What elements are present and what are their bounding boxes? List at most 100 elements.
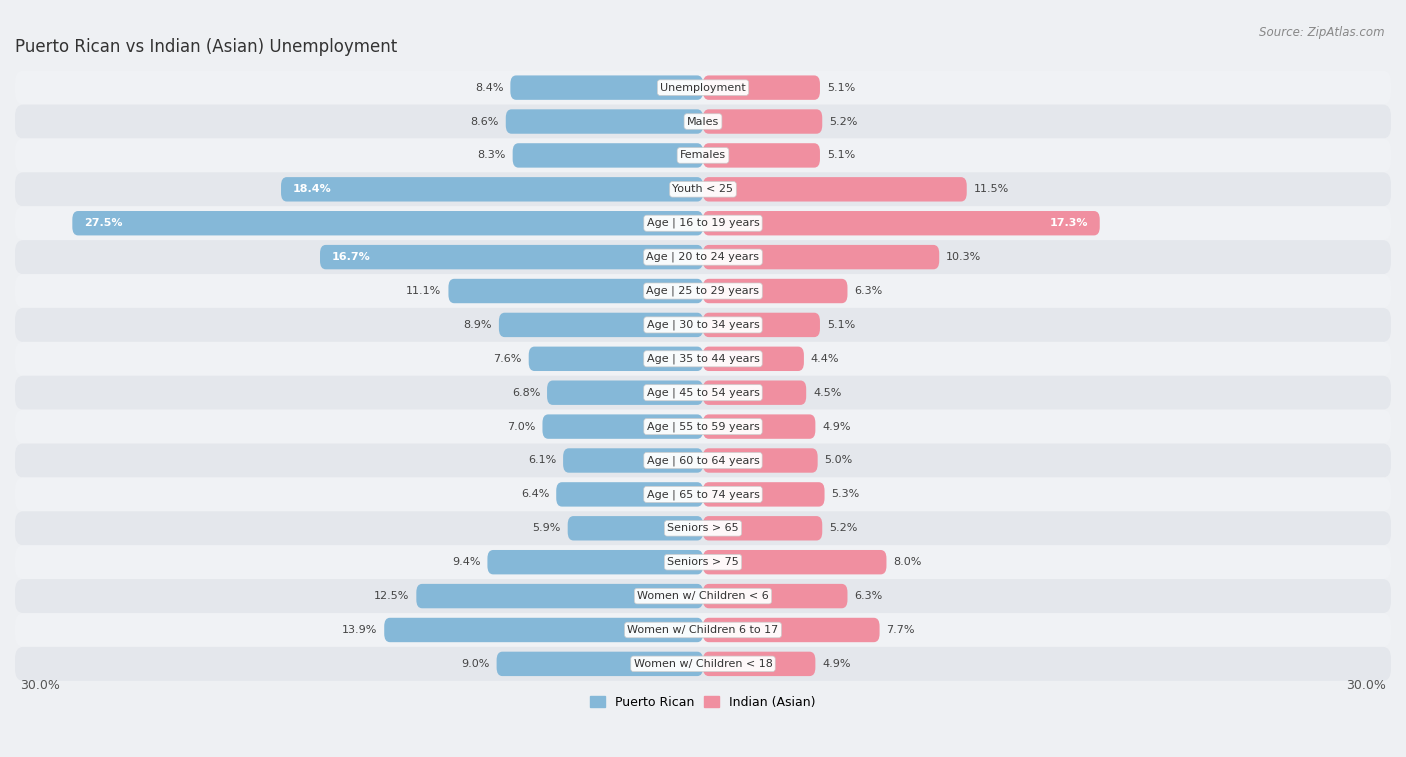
Text: Age | 60 to 64 years: Age | 60 to 64 years [647, 455, 759, 466]
FancyBboxPatch shape [15, 240, 1391, 274]
Text: 11.1%: 11.1% [406, 286, 441, 296]
Text: 5.3%: 5.3% [831, 489, 859, 500]
FancyBboxPatch shape [529, 347, 703, 371]
FancyBboxPatch shape [564, 448, 703, 472]
FancyBboxPatch shape [703, 618, 880, 642]
Text: Age | 16 to 19 years: Age | 16 to 19 years [647, 218, 759, 229]
FancyBboxPatch shape [557, 482, 703, 506]
FancyBboxPatch shape [15, 647, 1391, 681]
FancyBboxPatch shape [15, 545, 1391, 579]
FancyBboxPatch shape [703, 143, 820, 167]
FancyBboxPatch shape [15, 173, 1391, 206]
Legend: Puerto Rican, Indian (Asian): Puerto Rican, Indian (Asian) [585, 691, 821, 714]
Text: 5.2%: 5.2% [830, 523, 858, 533]
FancyBboxPatch shape [15, 375, 1391, 410]
FancyBboxPatch shape [281, 177, 703, 201]
Text: Seniors > 65: Seniors > 65 [668, 523, 738, 533]
Text: Youth < 25: Youth < 25 [672, 184, 734, 195]
FancyBboxPatch shape [703, 652, 815, 676]
Text: 5.2%: 5.2% [830, 117, 858, 126]
Text: Source: ZipAtlas.com: Source: ZipAtlas.com [1260, 26, 1385, 39]
Text: 8.3%: 8.3% [478, 151, 506, 160]
Text: 12.5%: 12.5% [374, 591, 409, 601]
Text: Age | 45 to 54 years: Age | 45 to 54 years [647, 388, 759, 398]
Text: 7.7%: 7.7% [886, 625, 915, 635]
Text: 18.4%: 18.4% [292, 184, 332, 195]
Text: Puerto Rican vs Indian (Asian) Unemployment: Puerto Rican vs Indian (Asian) Unemploym… [15, 38, 398, 56]
FancyBboxPatch shape [703, 313, 820, 337]
FancyBboxPatch shape [15, 274, 1391, 308]
Text: Age | 30 to 34 years: Age | 30 to 34 years [647, 319, 759, 330]
Text: 5.0%: 5.0% [824, 456, 853, 466]
Text: 7.0%: 7.0% [508, 422, 536, 431]
FancyBboxPatch shape [703, 211, 1099, 235]
FancyBboxPatch shape [15, 579, 1391, 613]
Text: Women w/ Children < 18: Women w/ Children < 18 [634, 659, 772, 669]
FancyBboxPatch shape [703, 245, 939, 269]
Text: 8.4%: 8.4% [475, 83, 503, 92]
FancyBboxPatch shape [568, 516, 703, 540]
Text: Age | 20 to 24 years: Age | 20 to 24 years [647, 252, 759, 263]
Text: 9.4%: 9.4% [453, 557, 481, 567]
Text: Females: Females [681, 151, 725, 160]
FancyBboxPatch shape [15, 70, 1391, 104]
Text: 10.3%: 10.3% [946, 252, 981, 262]
FancyBboxPatch shape [384, 618, 703, 642]
FancyBboxPatch shape [416, 584, 703, 609]
FancyBboxPatch shape [449, 279, 703, 304]
FancyBboxPatch shape [488, 550, 703, 575]
Text: 8.6%: 8.6% [471, 117, 499, 126]
FancyBboxPatch shape [15, 139, 1391, 173]
Text: 8.9%: 8.9% [464, 320, 492, 330]
FancyBboxPatch shape [15, 478, 1391, 511]
FancyBboxPatch shape [15, 511, 1391, 545]
FancyBboxPatch shape [15, 410, 1391, 444]
FancyBboxPatch shape [15, 444, 1391, 478]
FancyBboxPatch shape [547, 381, 703, 405]
FancyBboxPatch shape [15, 104, 1391, 139]
Text: 6.4%: 6.4% [522, 489, 550, 500]
FancyBboxPatch shape [15, 206, 1391, 240]
Text: Unemployment: Unemployment [661, 83, 745, 92]
FancyBboxPatch shape [703, 76, 820, 100]
Text: 5.1%: 5.1% [827, 83, 855, 92]
FancyBboxPatch shape [506, 109, 703, 134]
Text: 5.9%: 5.9% [533, 523, 561, 533]
Text: 13.9%: 13.9% [342, 625, 377, 635]
Text: Age | 35 to 44 years: Age | 35 to 44 years [647, 354, 759, 364]
Text: 9.0%: 9.0% [461, 659, 489, 669]
Text: Age | 25 to 29 years: Age | 25 to 29 years [647, 285, 759, 296]
Text: Seniors > 75: Seniors > 75 [666, 557, 740, 567]
Text: 6.3%: 6.3% [855, 286, 883, 296]
Text: 4.9%: 4.9% [823, 422, 851, 431]
Text: 7.6%: 7.6% [494, 354, 522, 364]
FancyBboxPatch shape [703, 448, 818, 472]
FancyBboxPatch shape [703, 414, 815, 439]
Text: 30.0%: 30.0% [1347, 679, 1386, 692]
FancyBboxPatch shape [703, 516, 823, 540]
FancyBboxPatch shape [703, 482, 824, 506]
Text: 6.1%: 6.1% [529, 456, 557, 466]
Text: Age | 65 to 74 years: Age | 65 to 74 years [647, 489, 759, 500]
Text: 17.3%: 17.3% [1050, 218, 1088, 228]
FancyBboxPatch shape [703, 381, 806, 405]
Text: 30.0%: 30.0% [20, 679, 59, 692]
FancyBboxPatch shape [703, 177, 967, 201]
FancyBboxPatch shape [496, 652, 703, 676]
FancyBboxPatch shape [703, 347, 804, 371]
Text: 4.5%: 4.5% [813, 388, 841, 397]
FancyBboxPatch shape [15, 308, 1391, 342]
FancyBboxPatch shape [15, 342, 1391, 375]
FancyBboxPatch shape [15, 613, 1391, 647]
Text: 5.1%: 5.1% [827, 320, 855, 330]
Text: 6.8%: 6.8% [512, 388, 540, 397]
Text: Males: Males [688, 117, 718, 126]
Text: 6.3%: 6.3% [855, 591, 883, 601]
Text: 11.5%: 11.5% [973, 184, 1010, 195]
FancyBboxPatch shape [321, 245, 703, 269]
FancyBboxPatch shape [703, 109, 823, 134]
Text: 4.4%: 4.4% [811, 354, 839, 364]
FancyBboxPatch shape [510, 76, 703, 100]
Text: 8.0%: 8.0% [893, 557, 922, 567]
FancyBboxPatch shape [499, 313, 703, 337]
